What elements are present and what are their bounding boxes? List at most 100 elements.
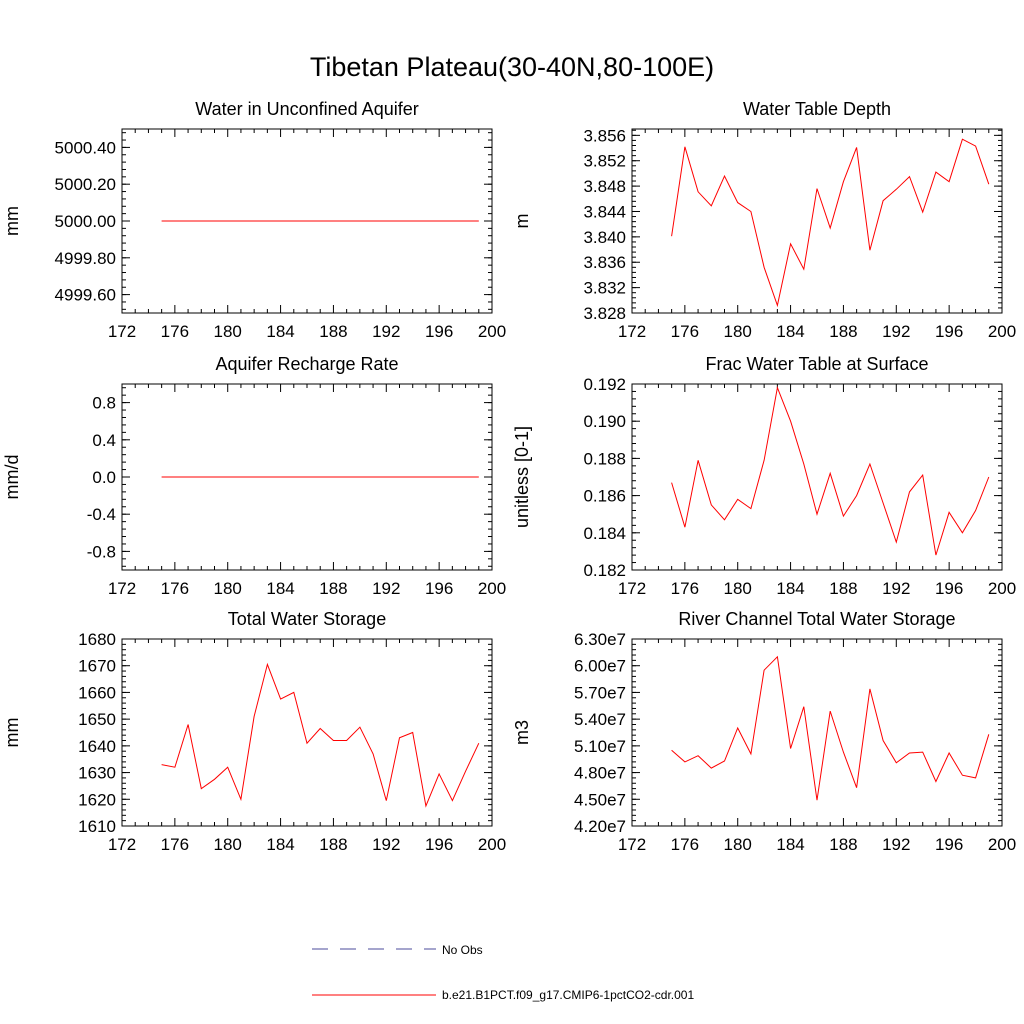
- y-tick-label: 5.40e7: [574, 710, 626, 729]
- plot-frame: [631, 383, 1003, 571]
- chart-panel-4: Frac Water Table at Surface unitless [0-1…: [512, 354, 1016, 598]
- panel-title: Total Water Storage: [228, 609, 386, 629]
- x-tick-label: 180: [724, 835, 752, 854]
- x-tick-label: 180: [724, 579, 752, 598]
- legend-label-no-obs: No Obs: [442, 943, 483, 957]
- y-tick-label: 4.50e7: [574, 790, 626, 809]
- legend: No Obs b.e21.B1PCT.f09_g17.CMIP6-1pctCO2-…: [312, 943, 694, 1002]
- y-tick-label: 6.00e7: [574, 657, 626, 676]
- panel-title: Aquifer Recharge Rate: [215, 354, 398, 374]
- x-tick-label: 188: [829, 835, 857, 854]
- x-tick-label: 180: [214, 322, 242, 341]
- x-tick-label: 196: [425, 322, 453, 341]
- x-tick-label: 188: [829, 322, 857, 341]
- y-tick-label: 4999.80: [55, 249, 116, 268]
- plot-frame: [121, 638, 493, 827]
- y-axis-label: m3: [512, 720, 532, 745]
- y-tick-label: 0.184: [583, 524, 626, 543]
- y-tick-label: 5.10e7: [574, 737, 626, 756]
- x-tick-label: 200: [988, 835, 1016, 854]
- x-tick-label: 200: [478, 322, 506, 341]
- panel-title: Water Table Depth: [743, 99, 891, 119]
- y-tick-label: 0.182: [583, 561, 626, 580]
- x-tick-label: 192: [882, 322, 910, 341]
- y-tick-label: 3.848: [583, 177, 626, 196]
- x-tick-label: 192: [882, 835, 910, 854]
- y-axis-label: unitless [0-1]: [512, 426, 532, 528]
- series-line: [671, 385, 990, 556]
- y-tick-label: 0.8: [92, 394, 116, 413]
- x-tick-label: 200: [478, 579, 506, 598]
- x-tick-label: 192: [882, 579, 910, 598]
- series-line: [671, 138, 990, 308]
- x-tick-label: 176: [161, 322, 189, 341]
- series-line: [161, 662, 480, 808]
- x-tick-label: 172: [618, 322, 646, 341]
- y-tick-label: 0.190: [583, 412, 626, 431]
- y-tick-label: 4.80e7: [574, 764, 626, 783]
- y-tick-label: 4.20e7: [574, 817, 626, 836]
- y-tick-label: -0.4: [87, 505, 116, 524]
- x-tick-label: 184: [776, 579, 804, 598]
- chart-panel-5: Total Water Storage mm 172 176 180 184 188 192 1…: [2, 609, 506, 854]
- y-tick-label: 6.30e7: [574, 630, 626, 649]
- y-tick-label: 1680: [78, 630, 116, 649]
- x-tick-label: 180: [724, 322, 752, 341]
- y-tick-label: 1650: [78, 710, 116, 729]
- y-tick-label: 0.186: [583, 487, 626, 506]
- chart-panel-1: Water in Unconfined Aquifer mm 172 176 180 18…: [2, 99, 506, 341]
- y-axis-label: mm: [2, 718, 22, 748]
- y-tick-label: 3.828: [583, 304, 626, 323]
- y-tick-label: 0.192: [583, 375, 626, 394]
- y-tick-label: 1640: [78, 737, 116, 756]
- x-tick-label: 184: [776, 835, 804, 854]
- y-axis-label: m: [512, 214, 532, 229]
- y-tick-label: 1670: [78, 657, 116, 676]
- y-tick-label: 5.70e7: [574, 683, 626, 702]
- x-tick-label: 196: [425, 835, 453, 854]
- figure-title: Tibetan Plateau(30-40N,80-100E): [309, 52, 715, 82]
- x-tick-label: 188: [829, 579, 857, 598]
- x-tick-label: 200: [478, 835, 506, 854]
- x-tick-label: 196: [425, 579, 453, 598]
- x-tick-label: 176: [671, 579, 699, 598]
- x-tick-label: 176: [671, 322, 699, 341]
- y-tick-label: 1630: [78, 764, 116, 783]
- y-tick-label: 0.0: [92, 468, 116, 487]
- x-tick-label: 196: [935, 322, 963, 341]
- x-tick-label: 172: [618, 579, 646, 598]
- x-tick-label: 200: [988, 579, 1016, 598]
- x-tick-label: 172: [618, 835, 646, 854]
- y-tick-label: -0.8: [87, 542, 116, 561]
- y-tick-label: 3.832: [583, 279, 626, 298]
- y-tick-label: 0.188: [583, 449, 626, 468]
- y-tick-label: 3.852: [583, 152, 626, 171]
- panel-title: Frac Water Table at Surface: [705, 354, 928, 374]
- y-axis-label: mm/d: [2, 455, 22, 500]
- x-tick-label: 200: [988, 322, 1016, 341]
- x-tick-label: 192: [372, 579, 400, 598]
- y-tick-label: 0.4: [92, 431, 116, 450]
- chart-panel-2: Water Table Depth m 172 176 180 184 188 192 196 2…: [512, 99, 1016, 341]
- chart-panel-6: River Channel Total Water Storage m3 172 17…: [512, 609, 1016, 854]
- y-tick-label: 3.840: [583, 228, 626, 247]
- x-tick-label: 180: [214, 579, 242, 598]
- x-tick-label: 184: [266, 322, 294, 341]
- x-tick-label: 192: [372, 835, 400, 854]
- panel-title: Water in Unconfined Aquifer: [195, 99, 418, 119]
- x-tick-label: 184: [776, 322, 804, 341]
- y-tick-label: 1610: [78, 817, 116, 836]
- x-tick-label: 176: [671, 835, 699, 854]
- y-tick-label: 1660: [78, 683, 116, 702]
- chart-panel-3: Aquifer Recharge Rate mm/d 172 176 180 184 188…: [2, 354, 506, 598]
- panel-title: River Channel Total Water Storage: [678, 609, 955, 629]
- x-tick-label: 172: [108, 579, 136, 598]
- x-tick-label: 188: [319, 322, 347, 341]
- x-tick-label: 184: [266, 579, 294, 598]
- x-tick-label: 188: [319, 579, 347, 598]
- y-tick-label: 3.844: [583, 202, 626, 221]
- x-tick-label: 176: [161, 579, 189, 598]
- y-tick-label: 1620: [78, 790, 116, 809]
